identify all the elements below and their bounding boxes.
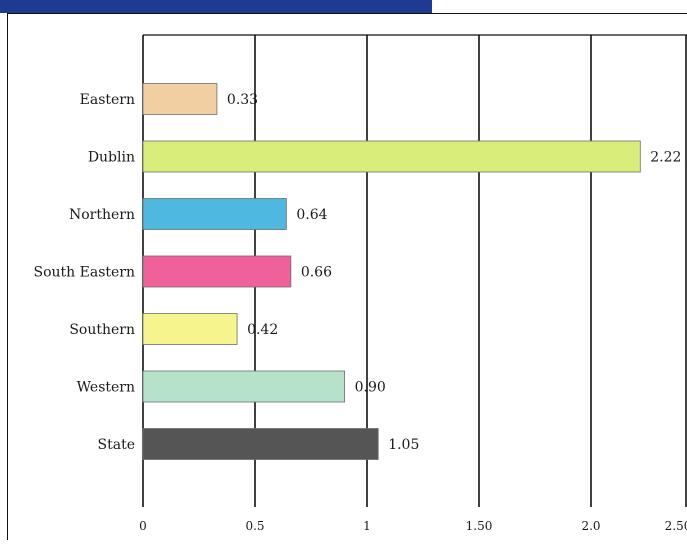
category-label: State (98, 437, 135, 453)
bar-south-eastern (142, 255, 292, 288)
value-label: 0.90 (355, 380, 386, 396)
value-label: 0.42 (247, 322, 278, 338)
value-label: 0.64 (296, 207, 327, 223)
category-label: Southern (69, 322, 135, 338)
category-label: Dublin (88, 150, 135, 166)
value-label: 0.66 (301, 265, 332, 281)
category-label: Eastern (80, 92, 135, 108)
x-tick-label: 1.50 (466, 519, 493, 533)
value-label: 0.33 (227, 92, 258, 108)
category-label: Western (77, 380, 135, 396)
value-label: 2.22 (650, 150, 681, 166)
x-tick-label: 0 (139, 519, 147, 533)
category-label: South Eastern (34, 265, 136, 281)
x-tick-label: 1 (363, 519, 371, 533)
bar-dublin (142, 140, 641, 173)
bar-eastern (142, 83, 218, 115)
bar-southern (142, 313, 238, 345)
category-label: Northern (69, 207, 135, 223)
bar-state (142, 428, 379, 460)
chart-frame (7, 13, 687, 540)
bar-northern (142, 198, 287, 230)
bar-western (142, 370, 346, 403)
header-banner (0, 0, 432, 13)
x-tick-label: 2.50 (665, 519, 687, 533)
x-tick-label: 0.5 (245, 519, 264, 533)
x-tick-label: 2.0 (581, 519, 600, 533)
value-label: 1.05 (388, 437, 419, 453)
